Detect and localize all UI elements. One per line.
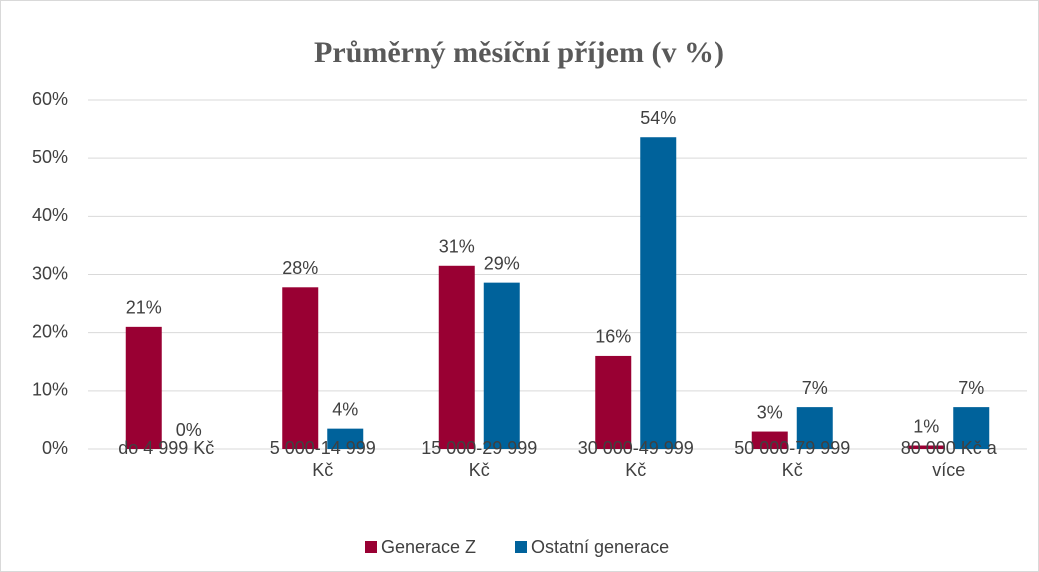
x-tick-label: 80 000 Kč a více [900, 438, 997, 480]
data-label: 4% [332, 399, 358, 419]
legend-swatch [515, 541, 527, 553]
x-tick-label: 30 000-49 999 Kč [577, 438, 694, 480]
y-tick-label: 0% [42, 438, 68, 458]
chart-title: Průměrný měsíční příjem (v %) [314, 36, 724, 69]
data-label: 16% [595, 327, 631, 347]
bar [595, 355, 632, 449]
y-tick-label: 20% [32, 321, 68, 341]
bar [438, 265, 475, 449]
bar [953, 407, 990, 449]
x-tick-label: 50 000-79 999 Kč [734, 438, 851, 480]
data-label: 31% [439, 237, 475, 257]
y-tick-label: 10% [32, 380, 68, 400]
y-tick-label: 40% [32, 205, 68, 225]
y-tick-label: 30% [32, 263, 68, 283]
data-label: 3% [757, 402, 783, 422]
data-label: 54% [640, 108, 676, 128]
bar [751, 431, 788, 449]
y-tick-label: 50% [32, 147, 68, 167]
bar [796, 407, 833, 449]
data-label: 7% [958, 378, 984, 398]
data-label: 29% [484, 253, 520, 273]
data-label: 1% [913, 416, 939, 436]
x-tick-label: 15 000-29 999 Kč [421, 438, 538, 480]
bar [327, 428, 364, 449]
bar [908, 445, 945, 449]
x-tick-label: do 4 999 Kč [118, 438, 215, 458]
legend-swatch [365, 541, 377, 553]
legend-label: Generace Z [381, 537, 476, 557]
y-tick-label: 60% [32, 89, 68, 109]
bar [640, 137, 677, 449]
x-tick-label: 5 000-14 999 Kč [269, 438, 376, 480]
data-label: 0% [176, 420, 202, 440]
bar [282, 287, 319, 449]
bar [483, 282, 520, 449]
bar [125, 326, 162, 449]
data-label: 7% [802, 378, 828, 398]
data-label: 28% [282, 258, 318, 278]
data-label: 21% [126, 298, 162, 318]
legend-label: Ostatní generace [531, 537, 669, 557]
